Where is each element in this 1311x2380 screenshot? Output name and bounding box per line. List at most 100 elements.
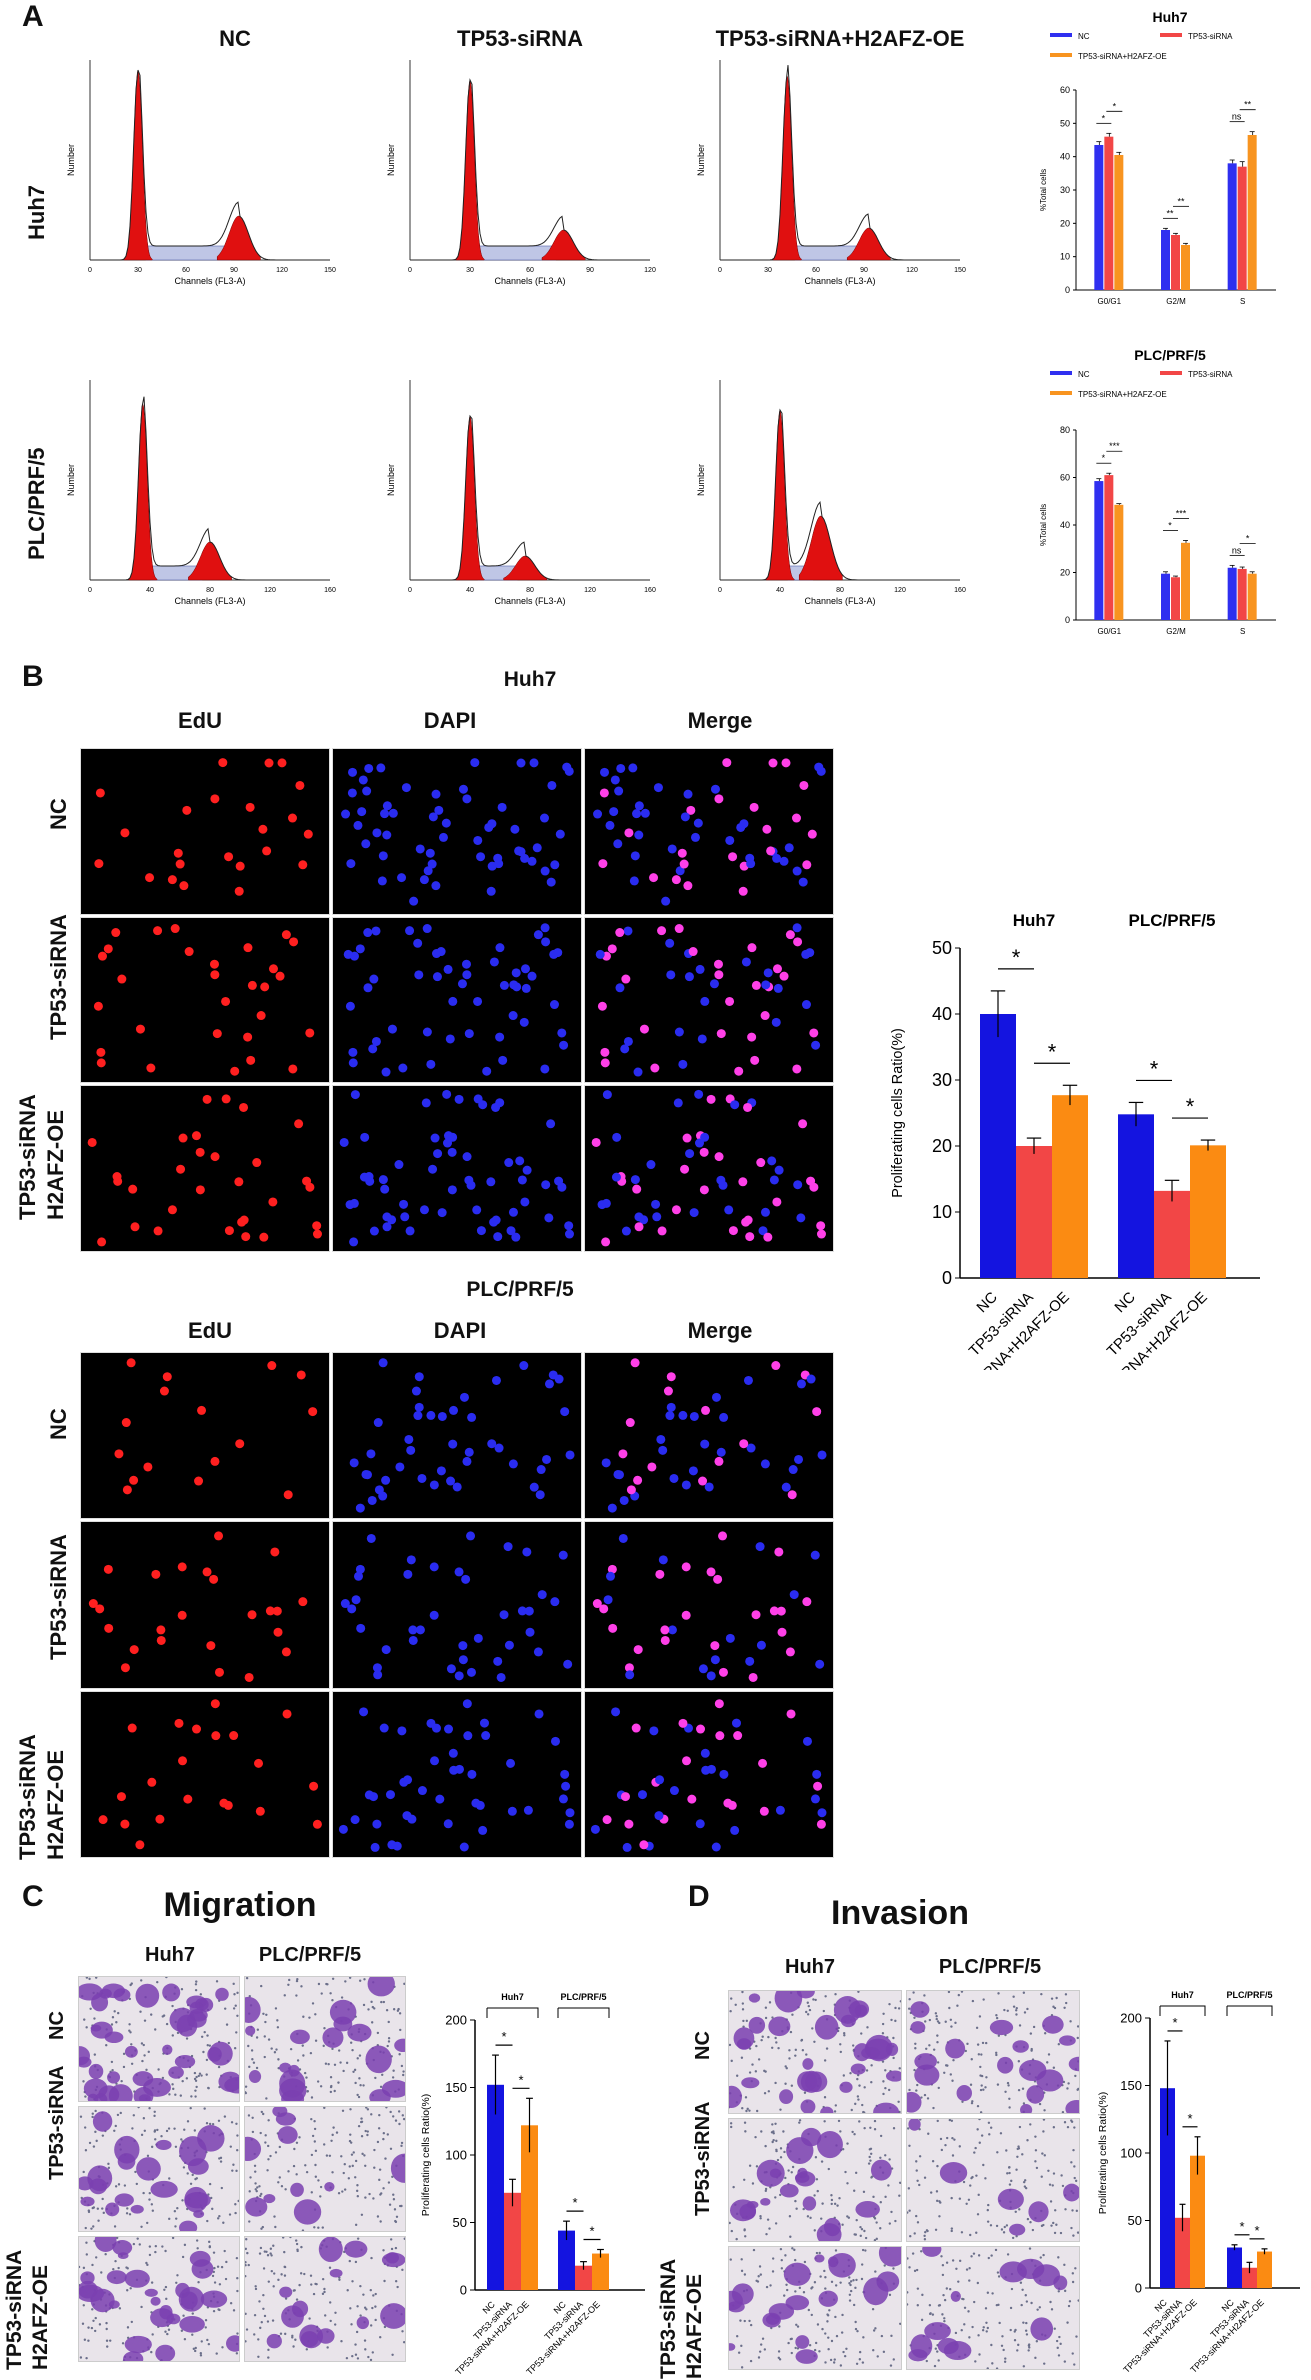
membrane-pore [826,2320,829,2323]
membrane-pore [742,2019,745,2023]
membrane-pore [401,2330,404,2333]
membrane-pore [813,2040,816,2043]
edu-row-tp53-h2afz-1: TP53-siRNA H2AFZ-OE [15,1094,68,1220]
cell-nucleus [305,1183,315,1193]
membrane-pore [772,2132,775,2135]
flow-x-label: Channels (FL3-A) [804,596,875,606]
sig-label: * [1102,453,1106,463]
cell-nucleus [221,1094,231,1104]
membrane-pore [122,2052,126,2056]
membrane-pore [143,2019,147,2022]
membrane-pore [729,2258,732,2261]
cell-nucleus [810,1794,820,1804]
membrane-pore [280,2273,283,2276]
membrane-pore [333,2089,336,2093]
cell-nucleus [364,763,374,773]
membrane-pore [967,2310,970,2313]
stained-cell [289,2029,310,2045]
membrane-pore [869,2152,873,2155]
cell-nucleus [683,881,693,891]
membrane-pore [83,2338,87,2341]
cell-nucleus [379,1723,389,1733]
cell-nucleus [355,944,365,954]
cell-nucleus [701,1765,711,1775]
membrane-pore [391,2175,394,2179]
membrane-pore [755,2044,758,2048]
cell-nucleus [493,1232,503,1242]
membrane-pore [1015,2168,1018,2171]
membrane-pore [164,2285,168,2289]
membrane-pore [139,2010,142,2013]
transwell-image [728,1990,902,2114]
membrane-pore [248,2190,251,2193]
membrane-pore [827,2348,830,2351]
membrane-pore [94,2316,97,2320]
cell-nucleus [678,1059,688,1069]
micrograph-dapi [332,1690,582,1858]
transwell-image [906,1990,1080,2114]
membrane-pore [1024,2294,1027,2297]
cell-nucleus [295,780,305,790]
membrane-pore [263,2055,266,2059]
membrane-pore [1006,2081,1010,2085]
cell-nucleus [143,1462,153,1472]
cell-nucleus [653,783,663,793]
edu-col-merge-1: Merge [687,708,753,733]
cell-nucleus [549,999,559,1009]
membrane-pore [305,2170,309,2174]
membrane-pore [269,2252,272,2255]
membrane-pore [130,2320,134,2324]
membrane-pore [755,2279,758,2282]
membrane-pore [363,1978,366,1981]
membrane-pore [815,2178,819,2181]
cell-nucleus [95,788,105,798]
membrane-pore [1076,2088,1079,2091]
membrane-pore [1057,2256,1060,2259]
membrane-pore [979,2111,983,2113]
cell-nucleus [96,1058,106,1068]
membrane-pore [191,2173,194,2177]
membrane-pore [1022,2321,1025,2324]
cell-nucleus [700,1748,710,1758]
cell-nucleus [509,980,519,990]
membrane-pore [207,2240,211,2244]
cell-nucleus [694,1138,704,1148]
cell-nucleus [618,1534,628,1544]
membrane-pore [91,2112,94,2115]
membrane-pore [1055,1996,1058,2000]
cell-nucleus [599,1604,609,1614]
cell-nucleus [674,1027,684,1037]
membrane-pore [970,2101,974,2105]
cell-nucleus [722,758,732,768]
membrane-pore [975,2231,978,2234]
cell-nucleus [607,944,617,954]
membrane-pore [310,2283,313,2286]
migration-col-plc: PLC/PRF/5 [258,1944,362,1966]
cell-nucleus [751,980,761,990]
membrane-pore [87,2209,91,2212]
membrane-pore [749,2323,753,2327]
flow-x-tick: 0 [718,267,722,274]
membrane-pore [329,2085,333,2089]
membrane-pore [195,2239,199,2242]
membrane-pore [254,2182,257,2185]
membrane-pore [980,2084,983,2087]
y-tick-label: 100 [445,2147,467,2162]
membrane-pore [802,2207,805,2211]
cell-nucleus [743,1375,753,1385]
membrane-pore [263,2035,266,2038]
cell-nucleus [762,824,772,834]
x-tick-label: NC [973,1289,1000,1316]
membrane-pore [857,1991,860,1993]
membrane-pore [795,2323,798,2326]
membrane-pore [398,2012,402,2015]
membrane-pore [95,2256,98,2259]
y-tick-label: 20 [932,1136,952,1156]
bar [1181,245,1190,290]
cell-nucleus [446,1476,456,1486]
membrane-pore [348,2139,352,2143]
membrane-pore [785,2067,788,2070]
membrane-pore [950,2196,953,2200]
cell-nucleus [785,1647,795,1657]
membrane-pore [743,2273,747,2276]
